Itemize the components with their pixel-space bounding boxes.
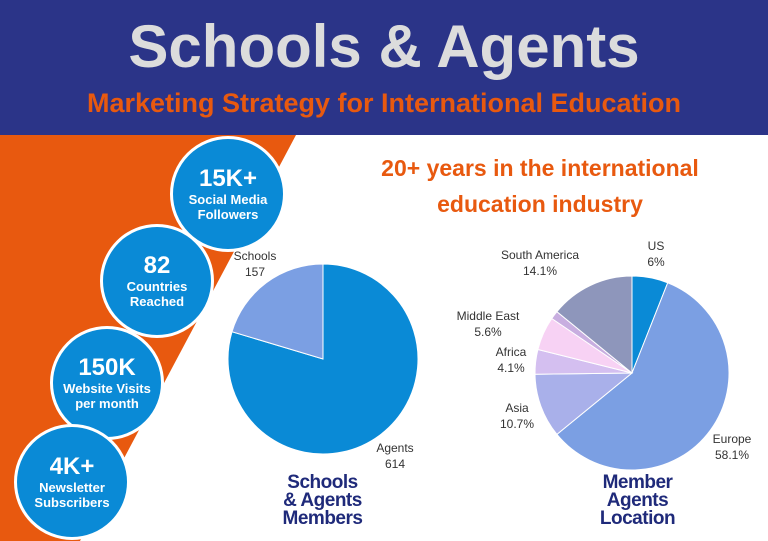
chart-title-members: Schools & Agents Members: [250, 472, 395, 529]
slice-south-america: [556, 275, 633, 375]
slice-label: Asia: [505, 401, 529, 415]
slice-label: Africa: [496, 345, 527, 359]
slice-value-label: 5.6%: [474, 325, 502, 339]
page-title: Schools & Agents: [128, 13, 640, 80]
stat-label: Newsletter: [39, 480, 105, 495]
slice-label: Europe: [713, 432, 752, 446]
stat-social-media: 15K+ Social Media Followers: [170, 136, 286, 252]
slice-label: Middle East: [457, 309, 520, 323]
stat-label: Website Visits: [63, 381, 151, 396]
stat-label: per month: [75, 396, 139, 411]
slice-label: South America: [501, 248, 579, 262]
slice-label: Schools: [234, 249, 277, 263]
header-banner: Schools & Agents Marketing Strategy for …: [0, 0, 768, 135]
stat-label: Social Media: [188, 192, 268, 207]
chart-title-line: Members: [282, 508, 363, 529]
stat-number: 15K+: [198, 165, 258, 192]
stat-website-visits: 150K Website Visits per month: [50, 326, 164, 440]
stat-number: 82: [143, 252, 171, 279]
slice-europe: [556, 282, 730, 471]
slice-label: Agents: [376, 441, 413, 455]
slice-value-label: 10.7%: [500, 417, 534, 431]
chart-title-location: Member Agents Location: [570, 472, 705, 529]
chart-title-line: Member: [602, 472, 673, 493]
slice-value-label: 157: [245, 265, 265, 279]
chart-title-line: Schools: [287, 472, 358, 493]
slice-label: US: [648, 239, 665, 253]
chart-title-line: Agents: [606, 490, 669, 511]
stat-number: 150K: [78, 354, 136, 381]
tagline: 20+ years in the international education…: [330, 150, 750, 222]
stat-number: 4K+: [49, 453, 95, 480]
slice-value-label: 4.1%: [497, 361, 525, 375]
stat-label: Followers: [197, 207, 259, 222]
slice-value-label: 6%: [647, 255, 665, 269]
slice-value-label: 14.1%: [523, 264, 557, 278]
chart-title-line: Location: [599, 508, 676, 529]
tagline-line: education industry: [437, 191, 643, 217]
tagline-line: 20+ years in the international: [381, 155, 699, 181]
stat-label: Reached: [129, 294, 185, 309]
slice-value-label: 614: [385, 457, 405, 471]
stat-label: Countries: [126, 279, 188, 294]
stat-label: Subscribers: [34, 495, 110, 510]
slice-value-label: 58.1%: [715, 448, 749, 462]
stat-countries: 82 Countries Reached: [100, 224, 214, 338]
page-subtitle: Marketing Strategy for International Edu…: [86, 88, 682, 118]
stat-newsletter: 4K+ Newsletter Subscribers: [14, 424, 130, 540]
slice-schools: [231, 263, 324, 360]
chart-title-line: & Agents: [283, 490, 362, 511]
